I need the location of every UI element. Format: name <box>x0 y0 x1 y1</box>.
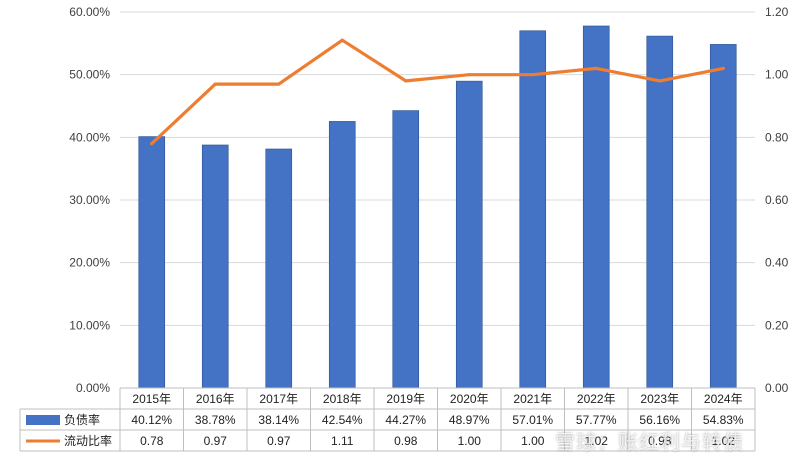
bar <box>455 80 483 389</box>
line-point <box>721 66 725 70</box>
y-axis-right: 0.00 0.20 0.40 0.60 0.80 1.00 1.20 <box>765 5 789 395</box>
bar <box>201 144 229 389</box>
y-right-tick-label: 0.60 <box>765 193 789 207</box>
legend-label: 负债率 <box>64 412 100 427</box>
y-axis-left: 0.00% 10.00% 20.00% 30.00% 40.00% 50.00% 60.00… <box>69 5 110 395</box>
data-label: 0.98 <box>648 434 672 448</box>
y-right-tick-label: 0.80 <box>765 130 789 144</box>
line-point <box>594 66 598 70</box>
line-path <box>150 38 725 146</box>
x-tick-label: 2017年 <box>259 392 298 406</box>
line-series <box>150 38 725 146</box>
data-label: 1.00 <box>521 434 545 448</box>
data-label: 40.12% <box>131 413 172 427</box>
line-point <box>658 79 662 83</box>
y-right-tick-label: 0.00 <box>765 381 789 395</box>
x-tick-label: 2019年 <box>386 392 425 406</box>
data-table: 2015年 2016年 2017年 2018年 2019年 2020年 2021年 2022年… <box>19 387 756 452</box>
data-label: 44.27% <box>385 413 426 427</box>
bar <box>328 121 356 389</box>
data-label: 0.97 <box>204 434 228 448</box>
y-left-tick-label: 30.00% <box>69 193 110 207</box>
bar <box>138 136 166 389</box>
data-label: 38.78% <box>195 413 236 427</box>
data-label: 57.01% <box>512 413 553 427</box>
data-label: 1.02 <box>585 434 609 448</box>
data-label: 1.00 <box>458 434 482 448</box>
data-label: 0.98 <box>394 434 418 448</box>
data-label: 42.54% <box>322 413 363 427</box>
x-tick-label: 2021年 <box>513 392 552 406</box>
x-tick-label: 2020年 <box>450 392 489 406</box>
y-right-tick-label: 0.20 <box>765 318 789 332</box>
y-right-tick-label: 1.20 <box>765 5 789 19</box>
y-left-tick-label: 0.00% <box>76 381 110 395</box>
line-point <box>213 82 217 86</box>
line-point <box>467 73 471 77</box>
x-tick-label: 2016年 <box>196 392 235 406</box>
y-right-tick-label: 1.00 <box>765 68 789 82</box>
data-label: 1.02 <box>712 434 736 448</box>
bar-series <box>138 25 737 389</box>
legend-label: 流动比率 <box>64 433 112 448</box>
data-label: 48.97% <box>449 413 490 427</box>
y-left-tick-label: 40.00% <box>69 130 110 144</box>
y-left-tick-label: 10.00% <box>69 318 110 332</box>
data-label: 54.83% <box>703 413 744 427</box>
x-tick-label: 2024年 <box>704 392 743 406</box>
line-point <box>531 73 535 77</box>
x-tick-label: 2023年 <box>640 392 679 406</box>
bar <box>265 148 293 389</box>
bar <box>709 44 737 389</box>
legend-key-bar <box>26 415 60 425</box>
data-label: 1.11 <box>331 434 354 448</box>
data-label: 0.78 <box>140 434 164 448</box>
y-left-tick-label: 20.00% <box>69 256 110 270</box>
watermark: 雪球：账红利与转债 <box>555 430 744 454</box>
x-tick-label: 2022年 <box>577 392 616 406</box>
bar <box>519 30 547 389</box>
line-point <box>277 82 281 86</box>
line-point <box>404 79 408 83</box>
x-tick-label: 2015年 <box>132 392 171 406</box>
y-left-tick-label: 50.00% <box>69 68 110 82</box>
data-label: 38.14% <box>258 413 299 427</box>
line-point <box>150 142 154 146</box>
data-label: 0.97 <box>267 434 291 448</box>
bar <box>392 110 420 389</box>
x-tick-label: 2018年 <box>323 392 362 406</box>
y-left-tick-label: 60.00% <box>69 5 110 19</box>
y-right-tick-label: 0.40 <box>765 256 789 270</box>
data-label: 56.16% <box>639 413 680 427</box>
bar <box>582 25 610 389</box>
data-label: 57.77% <box>576 413 617 427</box>
bar <box>646 35 674 389</box>
line-point <box>340 38 344 42</box>
